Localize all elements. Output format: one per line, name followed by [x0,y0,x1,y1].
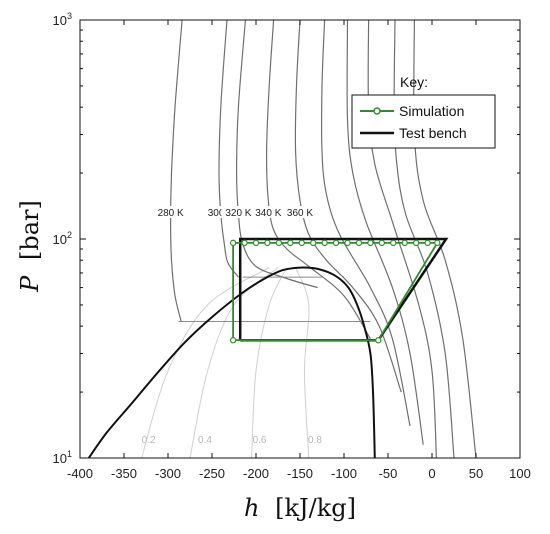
legend-box [351,94,496,149]
axes-layer: -400 -350 -300 -250 -200 -150 -100 -50 0 50 100 10… [53,11,531,481]
quality-lines-layer: 0.2 0.4 0.6 0.8 [141,267,322,459]
isotherm-line [218,19,239,278]
x-tick-label: -150 [287,466,313,481]
isotherm-label-bg [251,206,286,219]
x-tick-label: -400 [67,466,93,481]
simulation-marker [241,239,248,247]
simulation-marker [412,239,420,247]
simulation-marker [298,239,305,247]
x-tick-label: -50 [379,466,398,481]
quality-label: 0.6 [253,435,267,446]
simulation-marker [321,239,328,247]
simulation-marker [310,239,317,247]
x-axis-variable: h [244,494,259,522]
saturation-dome-layer [87,266,376,459]
x-tick-label: -100 [331,466,357,481]
quality-line [141,267,270,459]
x-tick-label: -350 [111,466,137,481]
isotherm-label: 300 K [208,208,234,219]
isotherm-line [320,19,411,427]
simulation-marker [229,337,237,344]
quality-label: 0.2 [142,435,156,446]
simulation-marker [355,239,363,247]
y-axis-ticks: 101 102 103 [53,11,520,466]
x-axis-label: h [kJ/kg] [244,494,356,522]
simulation-marker [424,239,431,247]
x-tick-label: 100 [509,466,531,481]
x-tick-label: -250 [199,466,225,481]
simulation-marker [229,239,237,247]
legend-title: Key: [400,74,428,90]
isotherm-label: 280 K [158,208,184,219]
test-bench-cycle [238,237,449,342]
saturation-dome [87,266,376,459]
simulation-marker [375,337,382,344]
legend: Key: Simulation Test bench [351,74,496,149]
x-tick-label: -300 [155,466,181,481]
isotherm-label-bg [221,206,256,219]
x-tick-label: 50 [469,466,483,481]
x-tick-label: 0 [428,466,435,481]
legend-test-bench-label: Test bench [399,125,467,141]
simulation-marker [332,239,340,247]
isotherm-label-bg [283,206,317,219]
y-tick-label: 103 [53,11,72,28]
isotherm-label: 360 K [287,208,313,219]
y-axis-unit: [bar] [16,200,44,260]
isotherm-line [346,19,424,445]
isotherm-line [169,19,183,322]
simulation-marker [252,239,260,247]
cycles-layer [229,237,449,344]
simulation-marker [287,239,294,247]
y-axis-variable: P [16,275,44,293]
quality-line [251,267,288,459]
simulation-marker [367,239,374,247]
horizontal-lines-layer [178,276,371,323]
x-axis-ticks: -400 -350 -300 -250 -200 -150 -100 -50 0 50 100 [67,20,531,481]
quality-label: 0.8 [308,435,322,446]
simulation-marker [434,239,441,247]
quality-line [295,267,310,459]
simulation-marker [264,239,271,247]
simulation-marker [401,239,408,247]
y-tick-label: 101 [53,449,72,466]
simulation-marker [390,239,397,247]
quality-label: 0.4 [198,435,212,446]
isotherm-label: 320 K [225,208,251,219]
legend-simulation-label: Simulation [399,103,464,119]
y-axis-label: P [bar] [16,200,44,293]
isotherm-label-bg [153,206,188,219]
legend-simulation-marker [373,107,381,115]
simulation-marker [344,239,351,247]
simulation-marker [275,239,283,247]
isotherm-line [265,19,371,340]
isotherm-label: 340 K [255,208,281,219]
x-tick-label: -200 [243,466,269,481]
x-axis-unit: [kJ/kg] [275,494,356,522]
isotherm-line [294,19,402,393]
y-tick-label: 102 [53,230,72,247]
isotherm-line [235,19,318,289]
simulation-marker [378,239,386,247]
